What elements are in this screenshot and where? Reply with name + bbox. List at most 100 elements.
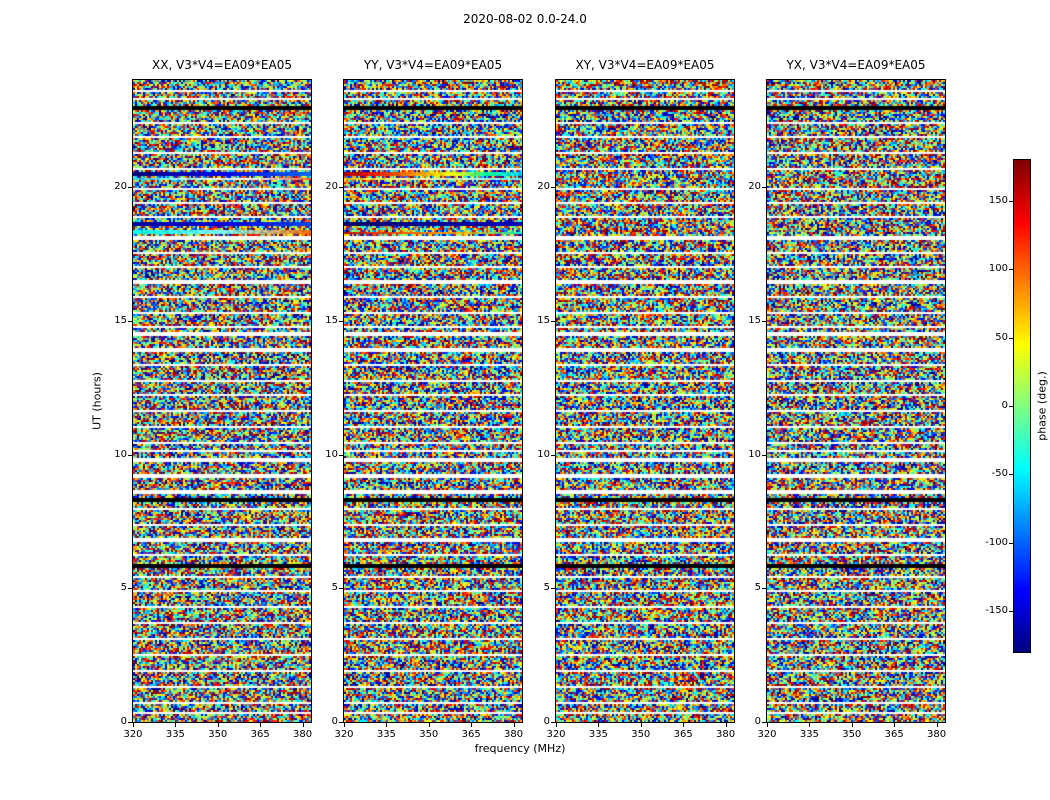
x-tick-mark bbox=[894, 723, 896, 727]
x-tick-mark bbox=[598, 723, 600, 727]
x-tick-label: 365 bbox=[250, 729, 270, 740]
y-tick-mark bbox=[551, 320, 555, 322]
x-tick-label: 380 bbox=[292, 729, 313, 740]
x-tick-mark bbox=[851, 723, 853, 727]
x-tick-label: 365 bbox=[461, 729, 481, 740]
x-tick-label: 380 bbox=[926, 729, 947, 740]
x-tick-label: 320 bbox=[334, 729, 354, 740]
colorbar-tick-mark bbox=[1009, 474, 1013, 476]
y-tick-mark bbox=[551, 588, 555, 590]
y-tick-label: 5 bbox=[754, 582, 761, 594]
x-tick-label: 335 bbox=[165, 729, 185, 740]
x-tick-mark bbox=[767, 723, 768, 727]
x-tick-label: 335 bbox=[588, 729, 608, 740]
y-tick-label: 0 bbox=[543, 716, 550, 727]
y-tick-label: 20 bbox=[325, 181, 338, 192]
y-tick-label: 0 bbox=[754, 716, 761, 727]
x-tick-mark bbox=[640, 723, 642, 727]
y-tick-mark bbox=[339, 722, 343, 723]
y-tick-label: 15 bbox=[748, 314, 761, 326]
x-tick-mark bbox=[513, 723, 515, 727]
panel-title-yx: YX, V3*V4=EA09*EA05 bbox=[786, 58, 926, 72]
colorbar-tick-label: -150 bbox=[985, 605, 1008, 616]
x-tick-mark bbox=[260, 723, 262, 727]
y-tick-mark bbox=[762, 187, 766, 188]
x-tick-mark bbox=[175, 723, 177, 727]
colorbar-tick-mark bbox=[1009, 542, 1013, 544]
phase-heatmap-xx bbox=[132, 79, 312, 723]
x-tick-label: 350 bbox=[419, 729, 439, 740]
x-tick-mark bbox=[386, 723, 388, 727]
y-tick-mark bbox=[128, 320, 132, 322]
x-tick-mark bbox=[133, 723, 134, 727]
panel-title-xx: XX, V3*V4=EA09*EA05 bbox=[152, 58, 292, 72]
y-tick-label: 0 bbox=[331, 716, 338, 727]
y-tick-mark bbox=[762, 722, 766, 723]
x-tick-label: 320 bbox=[546, 729, 566, 740]
y-tick-label: 20 bbox=[748, 181, 761, 192]
y-tick-label: 20 bbox=[537, 181, 550, 192]
colorbar-tick-mark bbox=[1009, 406, 1013, 407]
y-tick-label: 20 bbox=[114, 181, 127, 192]
colorbar-tick-label: 0 bbox=[1001, 400, 1008, 411]
colorbar-tick-label: -50 bbox=[991, 468, 1008, 480]
x-tick-label: 380 bbox=[715, 729, 736, 740]
colorbar-tick-mark bbox=[1009, 611, 1013, 612]
x-tick-mark bbox=[302, 723, 304, 727]
phase-heatmap-xy bbox=[555, 79, 735, 723]
x-tick-label: 350 bbox=[842, 729, 862, 740]
panel-xx: XX, V3*V4=EA09*EA05 320 335 350 365 380 0 5 10 1… bbox=[114, 58, 312, 740]
x-tick-label: 350 bbox=[631, 729, 651, 740]
phase-heatmap-yx bbox=[766, 79, 946, 723]
colorbar-tick-label: 50 bbox=[995, 331, 1008, 343]
y-tick-mark bbox=[128, 187, 132, 188]
phase-heatmap-yy bbox=[343, 79, 523, 723]
x-tick-label: 335 bbox=[799, 729, 819, 740]
y-tick-label: 15 bbox=[325, 314, 338, 326]
y-tick-label: 10 bbox=[325, 448, 338, 460]
y-tick-mark bbox=[339, 588, 343, 590]
y-tick-label: 10 bbox=[537, 448, 550, 460]
colorbar-axis-label: phase (deg.) bbox=[1035, 371, 1049, 441]
panel-yy: YY, V3*V4=EA09*EA05 320 335 350 365 380 0 5 10 1… bbox=[325, 58, 523, 740]
y-tick-mark bbox=[551, 454, 555, 456]
x-tick-mark bbox=[683, 723, 685, 727]
y-tick-mark bbox=[762, 320, 766, 322]
y-tick-mark bbox=[551, 187, 555, 188]
y-tick-mark bbox=[762, 454, 766, 456]
panel-yx: YX, V3*V4=EA09*EA05 320 335 350 365 380 0 5 10 1… bbox=[748, 58, 946, 740]
x-tick-label: 320 bbox=[757, 729, 777, 740]
colorbar-tick-label: -100 bbox=[985, 536, 1008, 548]
colorbar-tick-mark bbox=[1009, 269, 1013, 271]
colorbar-tick-mark bbox=[1009, 201, 1013, 202]
y-tick-label: 10 bbox=[748, 448, 761, 460]
y-tick-label: 15 bbox=[114, 314, 127, 326]
y-tick-label: 5 bbox=[543, 582, 550, 594]
panel-xy: XY, V3*V4=EA09*EA05 320 335 350 365 380 0 5 10 1… bbox=[537, 58, 735, 740]
x-tick-mark bbox=[344, 723, 345, 727]
y-tick-label: 0 bbox=[120, 716, 127, 727]
y-tick-mark bbox=[762, 588, 766, 590]
y-tick-mark bbox=[551, 722, 555, 723]
x-tick-mark bbox=[428, 723, 430, 727]
x-tick-mark bbox=[556, 723, 557, 727]
x-tick-label: 335 bbox=[376, 729, 396, 740]
y-tick-mark bbox=[128, 454, 132, 456]
colorbar: 150 100 50 0 -50 -100 -150 bbox=[985, 159, 1031, 653]
y-tick-label: 5 bbox=[331, 582, 338, 594]
x-tick-mark bbox=[471, 723, 473, 727]
figure-title: 2020-08-02 0.0-24.0 bbox=[463, 12, 587, 26]
y-tick-mark bbox=[128, 588, 132, 590]
panel-title-yy: YY, V3*V4=EA09*EA05 bbox=[363, 58, 503, 72]
x-tick-label: 365 bbox=[673, 729, 693, 740]
y-tick-mark bbox=[339, 454, 343, 456]
y-axis-label: UT (hours) bbox=[90, 372, 104, 430]
colorbar-tick-label: 150 bbox=[988, 195, 1008, 206]
y-tick-mark bbox=[128, 722, 132, 723]
colorbar-tick-label: 100 bbox=[988, 263, 1008, 275]
x-tick-label: 365 bbox=[884, 729, 904, 740]
x-tick-mark bbox=[725, 723, 727, 727]
colorbar-tick-mark bbox=[1009, 337, 1013, 339]
x-tick-label: 320 bbox=[123, 729, 143, 740]
